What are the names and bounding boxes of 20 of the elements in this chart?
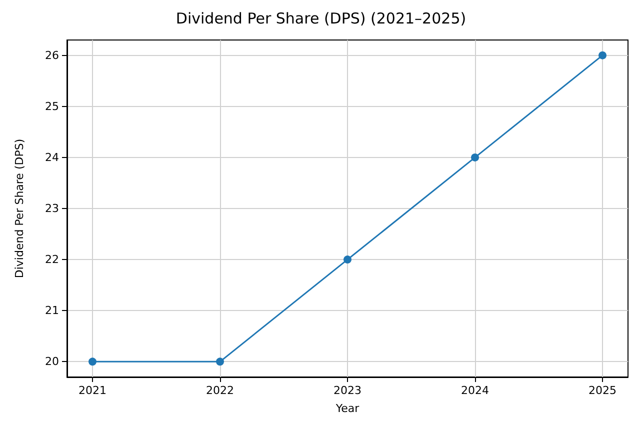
y-tick-label: 20 [45,355,59,368]
x-tick-label: 2022 [206,384,234,397]
point [344,256,352,264]
y-tick-label: 21 [45,304,59,318]
point [471,153,479,162]
y-tick-label: 24 [45,150,59,164]
point [598,51,606,60]
y-tick-label: 25 [45,100,59,113]
y-tick-label: 26 [45,48,59,62]
x-tick-label: 2021 [78,384,106,397]
point [216,358,224,366]
chart-title: Dividend Per Share (DPS) (2021–2025) [176,10,466,28]
y-axis-title: Dividend Per Share (DPS) [13,138,26,278]
y-tick-label: 23 [45,202,59,215]
x-tick-label: 2024 [461,384,489,397]
point [88,358,96,366]
y-tick-label: 22 [45,253,59,266]
x-tick-label: 2023 [334,384,362,397]
x-tick-label: 2025 [588,384,616,397]
x-axis-title: Year [334,402,360,415]
